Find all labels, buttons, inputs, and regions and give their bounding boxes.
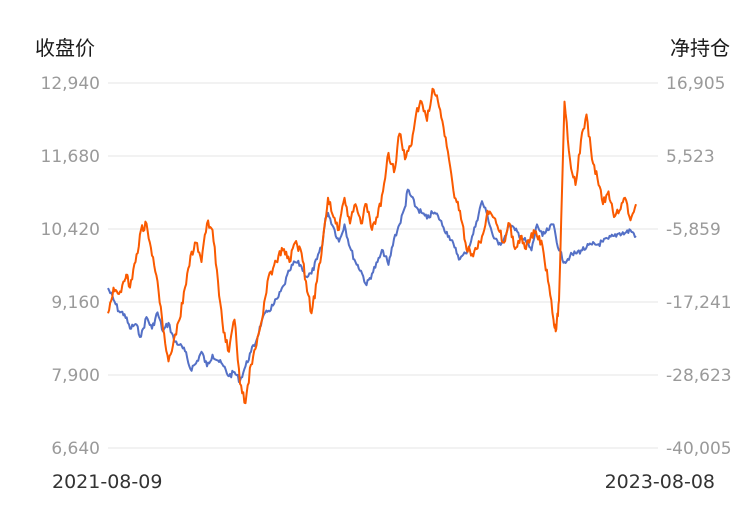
- left-tick-label: 7,900: [51, 366, 100, 386]
- right-axis-ticks: 16,905 5,523 -5,859 -17,241 -28,623 -40,005: [666, 74, 732, 459]
- left-axis-ticks: 12,940 11,680 10,420 9,160 7,900 6,640: [41, 74, 100, 459]
- left-tick-label: 12,940: [41, 74, 100, 94]
- left-tick-label: 9,160: [51, 293, 100, 313]
- right-tick-label: -40,005: [666, 439, 732, 459]
- right-axis-title: 净持仓: [670, 36, 730, 60]
- right-tick-label: 5,523: [666, 147, 715, 167]
- closing-price-line: [107, 188, 637, 383]
- net-position-line: [107, 87, 637, 405]
- left-tick-label: 6,640: [51, 439, 100, 459]
- right-tick-label: -5,859: [666, 220, 721, 240]
- left-tick-label: 10,420: [41, 220, 100, 240]
- grid: [108, 82, 658, 449]
- right-tick-label: 16,905: [666, 74, 725, 94]
- left-axis-title: 收盘价: [35, 36, 95, 60]
- right-tick-label: -28,623: [666, 366, 732, 386]
- left-tick-label: 11,680: [41, 147, 100, 167]
- x-start-label: 2021-08-09: [52, 471, 162, 493]
- x-end-label: 2023-08-08: [605, 471, 715, 493]
- right-tick-label: -17,241: [666, 293, 732, 313]
- series-layer: [107, 87, 637, 405]
